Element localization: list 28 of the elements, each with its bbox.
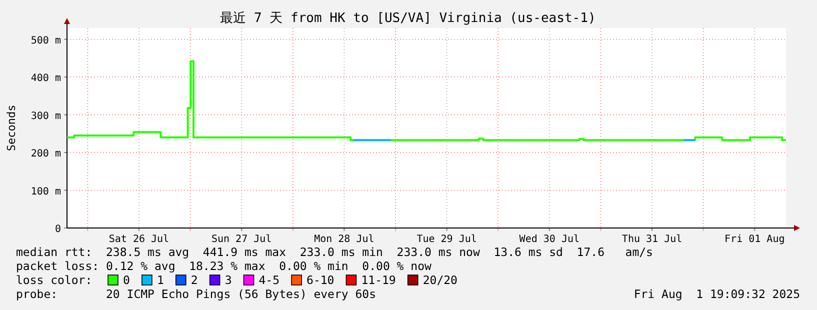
x-tick-label: Tue 29 Jul (416, 234, 477, 245)
y-tick-label: 300 m (30, 110, 61, 122)
y-axis-title: Seconds (5, 104, 18, 152)
y-tick-label: 100 m (30, 186, 61, 198)
legend-label: 20/20 (422, 273, 458, 287)
legend-label: 1 (156, 273, 164, 287)
text: loss color: (16, 273, 92, 287)
y-tick-label: 0 (54, 224, 61, 235)
text: median rtt: 238.5 ms avg 441.9 ms max 233.0 ms min 233.0 ms now 13.6 ms sd 17.6 am/s (16, 245, 653, 259)
legend-label: 3 (224, 273, 232, 287)
legend-label: 11-19 (361, 273, 396, 287)
x-tick-label: Fri 01 Aug (724, 234, 785, 245)
x-tick-label: Sun 27 Jul (211, 234, 272, 245)
x-tick-label: Wed 30 Jul (519, 234, 580, 245)
x-tick-label: Mon 28 Jul (314, 234, 374, 245)
x-tick-label: Thu 31 Jul (622, 234, 682, 245)
legend-label: 0 (123, 273, 130, 287)
y-tick-label: 400 m (30, 73, 61, 84)
text: probe: 20 ICMP Echo Pings (56 Bytes) every 60s (16, 287, 376, 301)
text: packet loss: 0.12 % avg 18.23 % max 0.00 % min 0.00 % now (16, 259, 432, 273)
legend-label: 6-10 (306, 273, 334, 287)
text: Fri Aug 1 19:09:32 2025 (634, 287, 800, 301)
legend-label: 4-5 (258, 273, 280, 287)
y-tick-label: 500 m (30, 35, 61, 46)
legend-label: 2 (190, 273, 198, 287)
x-tick-label: Sat 26 Jul (108, 234, 170, 245)
y-tick-label: 200 m (30, 148, 61, 160)
chart-title: 最近 7 天 from HK to [US/VA] Virginia (us-east-1) (220, 11, 596, 26)
